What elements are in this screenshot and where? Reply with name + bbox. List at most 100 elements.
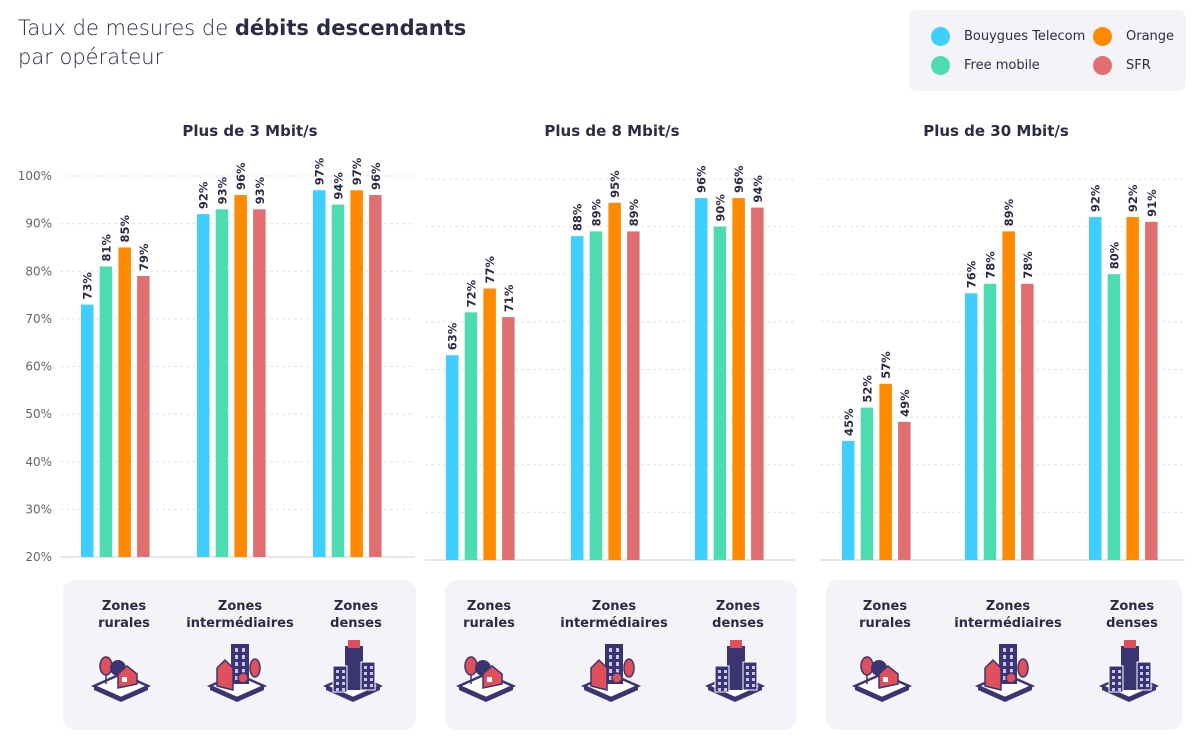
y-tick-label: 40% <box>25 455 52 469</box>
roof-shape <box>1124 640 1136 648</box>
data-label: 73% <box>81 272 95 300</box>
legend-label: Orange <box>1126 29 1175 44</box>
data-label: 79% <box>137 243 151 271</box>
legend-item-free: Free mobile <box>931 56 1040 75</box>
bar-bouygues-telecom <box>695 198 708 561</box>
bar-orange <box>608 202 621 560</box>
title-line2: par opérateur <box>18 45 164 69</box>
tree-shape <box>1005 672 1017 684</box>
bar-sfr <box>627 231 640 560</box>
tree-shape <box>860 656 874 676</box>
y-tick-label: 90% <box>25 217 52 231</box>
platform-edge <box>855 686 909 702</box>
house-shape <box>216 658 234 691</box>
bar-bouygues-telecom <box>571 236 584 560</box>
chart-panel-2: Plus de 8 Mbit/s 63% 72% 77% 71% Zones rurales… <box>425 122 797 730</box>
data-label: 93% <box>253 176 267 204</box>
tree-shape <box>249 658 261 678</box>
dense-zone-icon <box>704 640 766 702</box>
zone-label: denses <box>330 616 382 631</box>
y-tick-label: 60% <box>25 360 52 374</box>
house-shape <box>984 658 1002 691</box>
tower-shape <box>1121 646 1139 690</box>
intermediate-zone-icon <box>580 644 642 702</box>
zone-label: intermédiaires <box>954 616 1062 631</box>
data-label: 45% <box>842 408 856 436</box>
data-label: 76% <box>965 260 979 288</box>
zone-label: Zones <box>863 599 907 614</box>
bar-bouygues-telecom <box>446 355 459 560</box>
bar-free-mobile <box>860 407 874 560</box>
zone-label: rurales <box>463 616 515 631</box>
data-label: 92% <box>1089 184 1103 212</box>
tree-shape <box>611 672 623 684</box>
data-label: 96% <box>695 165 709 193</box>
bar-free-mobile <box>983 283 997 560</box>
data-label: 97% <box>313 157 327 185</box>
bar-free-mobile <box>99 266 113 557</box>
bar-sfr <box>898 421 911 560</box>
zone-label: denses <box>1106 616 1158 631</box>
platform-edge <box>326 686 380 702</box>
data-label: 92% <box>197 181 211 209</box>
data-label: 96% <box>234 162 248 190</box>
legend: Bouygues Telecom Free mobile Orange SFR <box>909 10 1186 91</box>
zone-label: Zones <box>986 599 1030 614</box>
bar-bouygues-telecom <box>81 304 94 557</box>
tree-shape <box>464 656 478 676</box>
roof-shape <box>730 640 742 648</box>
panel-title: Plus de 8 Mbit/s <box>544 122 679 140</box>
title-text: Taux de mesures de <box>18 16 235 40</box>
legend-label: Bouygues Telecom <box>964 29 1086 44</box>
data-label: 49% <box>898 389 912 417</box>
data-label: 57% <box>879 351 893 379</box>
data-label: 96% <box>369 162 383 190</box>
bar-bouygues-telecom <box>197 214 210 557</box>
data-label: 97% <box>350 157 364 185</box>
tree-shape <box>237 672 249 684</box>
bar-sfr <box>502 317 515 560</box>
title-bold: débits descendants <box>234 16 467 40</box>
zone-label: denses <box>712 616 764 631</box>
tree-shape <box>1017 658 1029 678</box>
legend-swatch <box>931 56 950 75</box>
data-label: 77% <box>483 256 497 284</box>
bar-sfr <box>253 209 266 557</box>
data-label: 94% <box>331 172 345 200</box>
data-label: 81% <box>99 233 113 261</box>
dense-zone-icon <box>1098 640 1160 702</box>
legend-item-bouygues: Bouygues Telecom <box>931 27 1085 46</box>
tower-shape <box>345 646 363 690</box>
bar-orange <box>1002 231 1015 560</box>
platform-edge <box>1102 686 1156 702</box>
legend-label: Free mobile <box>964 58 1040 73</box>
bar-sfr <box>369 195 382 558</box>
bar-orange <box>234 195 247 558</box>
tree-shape <box>623 658 635 678</box>
data-label: 95% <box>608 170 622 198</box>
data-label: 80% <box>1107 241 1121 269</box>
chart-panel-1: 20% 30% 40% 50% 60% 70% 80% 90% 100% Plus de 3 Mb… <box>18 122 416 730</box>
data-label: 52% <box>860 375 874 403</box>
data-label: 93% <box>215 176 229 204</box>
data-label: 72% <box>464 279 478 307</box>
y-tick-label: 100% <box>18 169 52 183</box>
bar-orange <box>879 383 892 560</box>
intermediate-zone-icon <box>206 644 268 702</box>
bar-orange <box>1126 217 1139 560</box>
intermediate-zone-icon <box>974 644 1036 702</box>
platform-edge <box>978 686 1032 702</box>
bar-bouygues-telecom <box>842 440 855 560</box>
bar-free-mobile <box>1107 274 1121 560</box>
y-tick-label: 70% <box>25 312 52 326</box>
bar-sfr <box>137 276 150 557</box>
data-label: 88% <box>571 203 585 231</box>
zone-label: rurales <box>98 616 150 631</box>
zone-label: Zones <box>218 599 262 614</box>
y-tick-label: 80% <box>25 264 52 278</box>
rural-zone-icon <box>90 656 152 702</box>
chart-panel-3: Plus de 30 Mbit/s 45% 52% 57% 49% Zones rurale… <box>820 122 1185 730</box>
platform-edge <box>584 686 638 702</box>
zone-label: intermédiaires <box>560 616 668 631</box>
rural-zone-icon <box>851 656 913 702</box>
